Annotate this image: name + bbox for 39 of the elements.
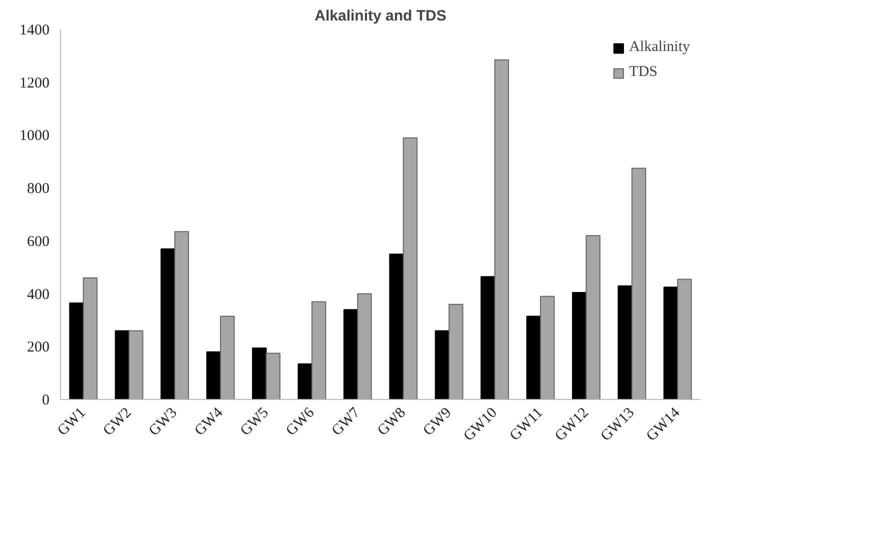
- bar: [266, 352, 280, 400]
- bar: [252, 347, 267, 400]
- y-tick-label: 0: [42, 392, 50, 408]
- bar: [631, 168, 646, 400]
- bar: [160, 248, 176, 400]
- y-tick-label: 800: [27, 181, 50, 198]
- bar: [434, 330, 450, 400]
- bar: [128, 330, 144, 400]
- bar: [586, 235, 600, 400]
- bar: [663, 286, 678, 400]
- y-tick-label: 1400: [20, 22, 50, 38]
- bar: [69, 302, 84, 400]
- bar: [343, 309, 358, 400]
- y-tick-label: 200: [27, 340, 50, 356]
- bar: [298, 363, 312, 400]
- bar: [494, 59, 509, 400]
- y-tick-label: 600: [27, 234, 50, 250]
- bar: [357, 293, 372, 400]
- bar: [480, 276, 496, 400]
- bar: [174, 231, 189, 400]
- bar: [82, 277, 98, 400]
- bar: [389, 254, 404, 400]
- y-tick-label: 400: [27, 286, 50, 303]
- chart-title: Alkalinity and TDS: [314, 8, 446, 24]
- legend-label: Alkalinity: [629, 39, 690, 56]
- bar: [114, 330, 130, 400]
- y-tick-label: 1000: [20, 128, 50, 144]
- bar: [402, 137, 418, 400]
- bar: [311, 301, 326, 400]
- bar: [540, 296, 555, 400]
- bar: [448, 304, 464, 400]
- y-tick-label: 1200: [20, 75, 50, 92]
- legend-label: TDS: [629, 64, 658, 81]
- bar: [618, 285, 632, 400]
- bar: [220, 316, 235, 400]
- bar: [572, 292, 587, 400]
- bar: [526, 316, 541, 400]
- bar: [677, 278, 692, 400]
- bar: [206, 351, 221, 400]
